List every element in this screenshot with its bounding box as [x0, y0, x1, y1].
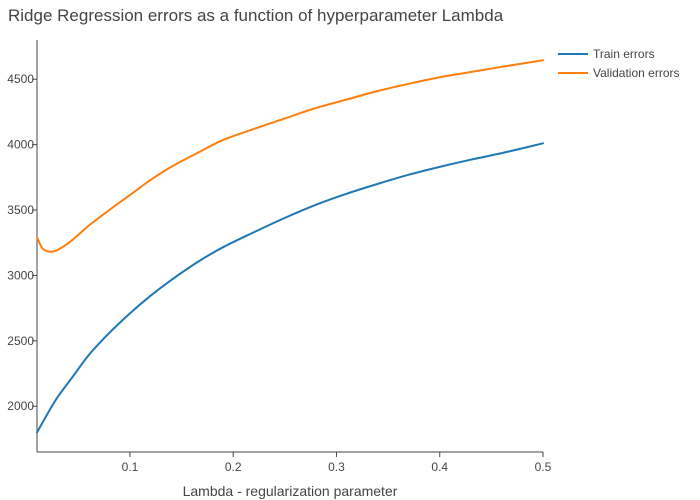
legend-item-validation[interactable]: Validation errors	[558, 66, 679, 80]
y-tick-label: 2000	[7, 399, 34, 413]
y-axis-ticks: 2000 2500 3000 3500 4000 4500	[7, 72, 37, 413]
x-tick-label: 0.1	[122, 460, 139, 474]
x-tick-label: 0.5	[535, 460, 552, 474]
legend[interactable]: Train errors Validation errors	[558, 47, 679, 80]
plot-area	[36, 59, 544, 434]
legend-label-train-errors: Train errors	[593, 47, 655, 61]
x-axis-title: Lambda - regularization parameter	[183, 483, 398, 499]
y-tick-label: 3500	[7, 203, 34, 217]
y-tick-label: 4000	[7, 138, 34, 152]
y-tick-label: 3000	[7, 268, 34, 282]
series-line-train-errors[interactable]	[36, 142, 544, 434]
x-tick-label: 0.3	[328, 460, 345, 474]
x-tick-label: 0.2	[225, 460, 242, 474]
x-tick-label: 0.4	[431, 460, 448, 474]
y-tick-label: 2500	[7, 334, 34, 348]
y-tick-label: 4500	[7, 72, 34, 86]
axes	[36, 40, 543, 453]
chart-title: Ridge Regression errors as a function of…	[8, 6, 504, 25]
series-line-validation-errors[interactable]	[36, 59, 544, 253]
legend-item-train[interactable]: Train errors	[558, 47, 655, 61]
x-axis-ticks: 0.1 0.2 0.3 0.4 0.5	[122, 452, 552, 474]
legend-label-validation-errors: Validation errors	[593, 66, 679, 80]
